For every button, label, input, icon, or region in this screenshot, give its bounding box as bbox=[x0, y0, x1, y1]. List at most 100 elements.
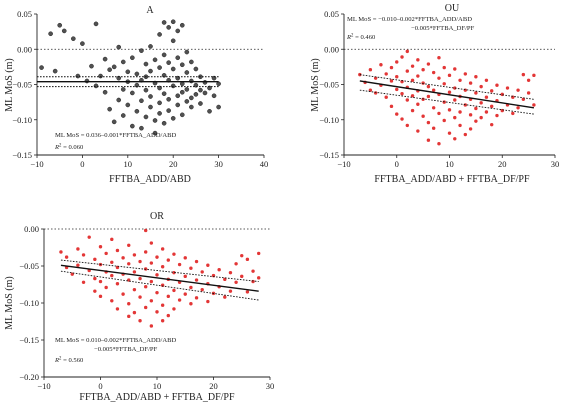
data-point bbox=[139, 125, 144, 131]
x-tick-label: 0 bbox=[80, 159, 84, 169]
data-point bbox=[240, 274, 244, 279]
data-point bbox=[149, 261, 154, 265]
y-tick-label: 0.00 bbox=[24, 224, 39, 234]
x-axis-label: FFTBA_ADD/ABD + FFTBA_DF/PF bbox=[374, 174, 530, 185]
data-point bbox=[463, 72, 468, 76]
data-point bbox=[160, 265, 165, 269]
regression-equation: ML MoS = 0.036–0.001*FFTBA_ADD/ABD bbox=[55, 132, 176, 139]
data-point bbox=[437, 76, 441, 80]
data-point bbox=[495, 83, 499, 87]
data-point bbox=[458, 123, 462, 128]
data-point bbox=[102, 89, 108, 95]
data-point bbox=[143, 87, 149, 93]
data-point bbox=[177, 298, 182, 302]
data-point bbox=[134, 108, 140, 114]
data-point bbox=[115, 282, 120, 286]
data-point bbox=[161, 20, 167, 25]
data-point bbox=[121, 256, 125, 260]
data-point bbox=[189, 302, 193, 306]
data-point bbox=[416, 129, 420, 133]
data-point bbox=[87, 235, 91, 239]
data-point bbox=[183, 292, 187, 296]
data-point bbox=[152, 57, 158, 63]
confidence-band-line bbox=[60, 259, 259, 282]
data-point bbox=[395, 60, 399, 64]
data-point bbox=[183, 256, 187, 260]
data-point bbox=[93, 21, 99, 27]
data-point bbox=[138, 276, 142, 281]
data-point bbox=[184, 70, 190, 75]
data-point bbox=[251, 269, 255, 273]
data-point bbox=[490, 89, 494, 93]
data-point bbox=[437, 56, 441, 60]
data-point bbox=[223, 277, 227, 282]
data-point bbox=[447, 108, 452, 112]
x-axis-label: FFTBA_ADD/ABD bbox=[109, 174, 191, 185]
data-point bbox=[116, 97, 122, 103]
data-point bbox=[149, 279, 154, 284]
data-point bbox=[170, 19, 176, 25]
data-point bbox=[155, 290, 159, 295]
data-point bbox=[166, 258, 170, 262]
data-point bbox=[80, 41, 85, 46]
data-point bbox=[148, 68, 153, 74]
data-point bbox=[458, 110, 462, 114]
data-point bbox=[111, 119, 117, 125]
data-point bbox=[125, 69, 131, 75]
data-point bbox=[57, 22, 63, 28]
data-point bbox=[184, 49, 190, 55]
data-point bbox=[442, 82, 446, 86]
data-point bbox=[148, 104, 153, 110]
data-point bbox=[368, 67, 373, 72]
data-point bbox=[179, 112, 185, 118]
data-point bbox=[211, 93, 217, 99]
data-point bbox=[175, 102, 181, 108]
y-axis-label: ML MoS (m) bbox=[310, 58, 321, 112]
data-point bbox=[125, 102, 131, 108]
data-point bbox=[161, 52, 167, 58]
data-point bbox=[166, 108, 171, 113]
data-point bbox=[116, 44, 122, 50]
y-tick-label: −0.20 bbox=[19, 372, 39, 382]
data-point bbox=[157, 100, 162, 106]
data-point bbox=[505, 86, 510, 90]
data-point bbox=[189, 78, 194, 84]
y-axis-label: ML MoS (m) bbox=[4, 58, 15, 112]
data-point bbox=[521, 72, 526, 77]
data-point bbox=[121, 292, 125, 296]
data-point bbox=[149, 241, 154, 245]
data-point bbox=[490, 122, 494, 127]
data-point bbox=[490, 104, 494, 109]
data-point bbox=[234, 262, 238, 266]
data-point bbox=[157, 32, 162, 37]
data-point bbox=[170, 66, 176, 72]
data-point bbox=[144, 250, 148, 254]
panel-title: OU bbox=[445, 3, 460, 14]
data-point bbox=[157, 111, 162, 116]
data-point bbox=[81, 280, 86, 284]
regression-line bbox=[359, 80, 535, 109]
data-point bbox=[421, 81, 425, 85]
data-point bbox=[93, 276, 97, 281]
r-squared-label: R2 = 0.460 bbox=[346, 34, 376, 42]
y-tick-label: 0.00 bbox=[324, 44, 339, 54]
data-point bbox=[384, 72, 388, 76]
y-tick-label: 0.00 bbox=[17, 44, 32, 54]
data-point bbox=[431, 106, 436, 110]
data-point bbox=[132, 270, 137, 274]
data-point bbox=[166, 60, 171, 65]
data-point bbox=[206, 263, 210, 267]
data-point bbox=[453, 115, 457, 120]
x-tick-label: 40 bbox=[260, 159, 269, 169]
data-point bbox=[405, 49, 409, 54]
data-point bbox=[511, 111, 515, 116]
data-point bbox=[144, 305, 148, 310]
data-point bbox=[143, 61, 149, 67]
data-point bbox=[442, 65, 446, 70]
data-point bbox=[116, 75, 122, 81]
data-point bbox=[170, 116, 176, 121]
data-point bbox=[98, 245, 103, 249]
data-point bbox=[495, 113, 499, 118]
data-point bbox=[107, 67, 112, 72]
y-tick-label: −0.10 bbox=[319, 115, 339, 125]
